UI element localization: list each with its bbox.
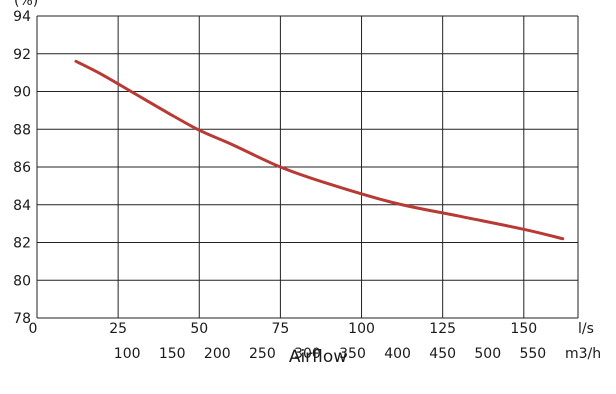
x-primary-tick-label: 25 [109,321,127,337]
series-line [74,59,565,241]
y-tick-label: 94 [13,9,31,25]
series-layer [74,59,565,241]
x-secondary-tick-label: 500 [474,346,501,362]
y-tick-label: 90 [13,85,31,101]
x-secondary-unit: m3/h [565,346,601,362]
x-primary-unit: l/s [578,321,594,337]
x-primary-tick-label: 50 [190,321,208,337]
x-secondary-tick-label: 100 [114,346,141,362]
x-secondary-tick-label: 450 [429,346,456,362]
y-tick-label: 82 [13,236,31,252]
y-axis-label: (%) [14,0,38,9]
x-secondary-tick-label: 400 [384,346,411,362]
x-secondary-tick-label: 350 [339,346,366,362]
x-secondary-tick-label: 550 [519,346,546,362]
y-tick-label: 86 [13,160,31,176]
label-layer: 78 80 82 84 86 88 90 92 94 0 25 50 75 100 125 150 100 150… [13,9,546,362]
y-tick-label: 88 [13,122,31,138]
y-tick-label: 84 [13,198,31,214]
y-tick-label: 78 [13,311,31,327]
grid [36,15,579,319]
x-secondary-tick-label: 300 [294,346,321,362]
x-secondary-tick-label: 150 [159,346,186,362]
x-primary-tick-label: 0 [29,321,38,337]
y-tick-label: 80 [13,273,31,289]
x-secondary-tick-label: 200 [204,346,231,362]
x-axis-title: Airflow [289,347,347,367]
x-primary-tick-label: 150 [510,321,537,337]
y-tick-label: 92 [13,47,31,63]
x-primary-tick-label: 75 [271,321,289,337]
x-primary-tick-label: 125 [429,321,456,337]
x-primary-tick-label: 100 [348,321,375,337]
x-secondary-tick-label: 250 [249,346,276,362]
